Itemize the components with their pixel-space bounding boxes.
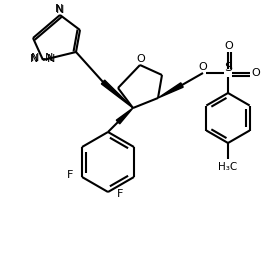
Text: N: N [55,4,63,14]
Text: N: N [47,54,55,64]
Polygon shape [158,83,183,98]
Text: N: N [56,5,64,15]
Text: -N: -N [42,53,54,63]
Text: O: O [252,68,260,78]
Text: O: O [137,54,145,64]
Polygon shape [101,80,133,108]
Text: F: F [67,170,73,180]
Text: O: O [225,41,233,51]
Text: H₃C: H₃C [218,162,238,172]
Text: F: F [117,189,123,199]
Text: S: S [224,60,232,74]
Text: O: O [199,62,207,72]
Text: N: N [31,53,39,63]
Text: N: N [30,54,38,64]
Polygon shape [116,108,133,124]
